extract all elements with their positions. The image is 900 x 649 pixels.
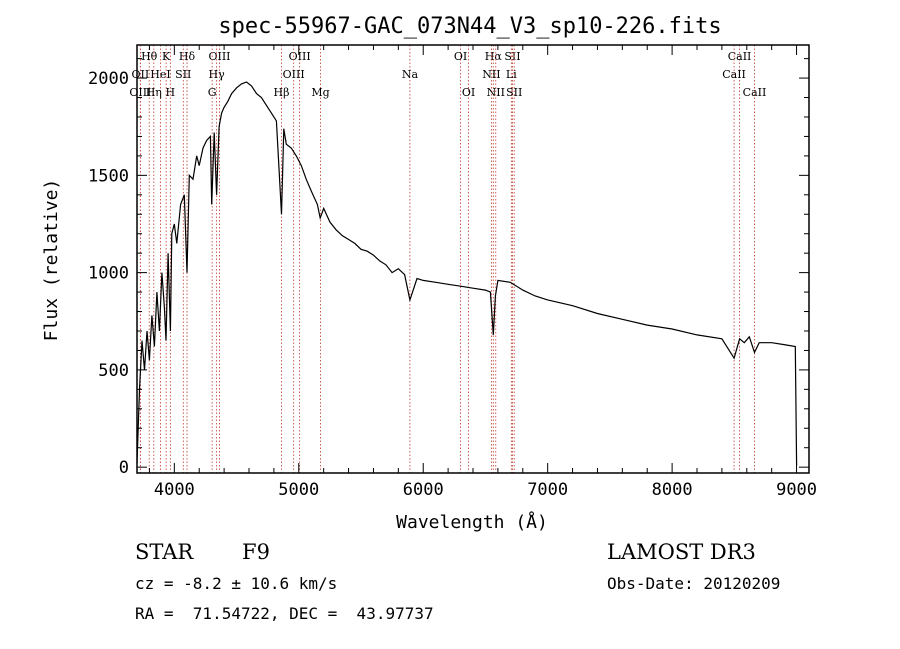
y-tick-label-1000: 1000	[88, 264, 129, 284]
line-label-14: Na	[402, 68, 419, 81]
line-label-4: OIII	[289, 50, 311, 63]
line-label-13: OIII	[283, 68, 305, 81]
line-label-16: Li	[506, 68, 517, 81]
x-tick-label-9000: 9000	[776, 480, 817, 500]
line-label-7: SII	[504, 50, 520, 63]
y-tick-label-0: 0	[119, 458, 129, 478]
line-label-1: K	[162, 50, 171, 63]
line-label-24: OI	[462, 86, 475, 99]
y-tick-label-1500: 1500	[88, 166, 129, 186]
y-tick-label-2000: 2000	[88, 69, 129, 89]
line-label-8: CaII	[728, 50, 752, 63]
line-label-11: SII	[175, 68, 191, 81]
line-label-25: NII	[487, 86, 505, 99]
line-label-22: Hβ	[274, 86, 290, 99]
line-label-19: Hη	[146, 86, 162, 99]
y-axis-ticks: 0 500 1000 1500 2000	[88, 58, 809, 478]
survey-name: LAMOST DR3	[607, 540, 756, 564]
line-label-26: SII	[506, 86, 522, 99]
line-label-20: H	[166, 86, 176, 99]
line-label-2: Hδ	[179, 50, 196, 63]
observation-date: Obs-Date: 20120209	[607, 574, 781, 593]
x-axis-label: Wavelength (Å)	[396, 511, 548, 533]
line-label-18: OIII	[129, 86, 151, 99]
y-tick-label-500: 500	[98, 361, 129, 381]
line-label-17: CaII	[722, 68, 746, 81]
spectral-subclass: F9	[242, 540, 270, 564]
line-label-12: Hγ	[209, 68, 226, 81]
x-axis-ticks: 4000 5000 6000 7000 8000 9000	[148, 45, 817, 500]
chart-title: spec-55967-GAC_073N44_V3_sp10-226.fits	[218, 14, 721, 39]
line-label-23: Mg	[311, 86, 329, 99]
line-label-5: OI	[454, 50, 467, 63]
line-label-15: NII	[482, 68, 500, 81]
plot-frame	[136, 44, 810, 474]
x-tick-label-7000: 7000	[527, 480, 568, 500]
x-tick-label-8000: 8000	[652, 480, 693, 500]
line-label-10: HeI	[150, 68, 170, 81]
object-class: STAR	[135, 540, 194, 564]
line-label-21: G	[208, 86, 217, 99]
line-label-6: Hα	[485, 50, 503, 63]
spectrum-series-line	[136, 81, 798, 466]
x-tick-label-4000: 4000	[154, 480, 195, 500]
redshift-cz: cz = -8.2 ± 10.6 km/s	[135, 574, 338, 593]
ra-dec-coordinates: RA = 71.54722, DEC = 43.97737	[135, 604, 434, 623]
x-tick-label-6000: 6000	[403, 480, 444, 500]
y-axis-label: Flux (relative)	[41, 179, 62, 342]
line-label-3: OIII	[208, 50, 230, 63]
x-tick-label-5000: 5000	[278, 480, 319, 500]
line-label-27: CaII	[743, 86, 767, 99]
line-label-0: Hθ	[141, 50, 158, 63]
